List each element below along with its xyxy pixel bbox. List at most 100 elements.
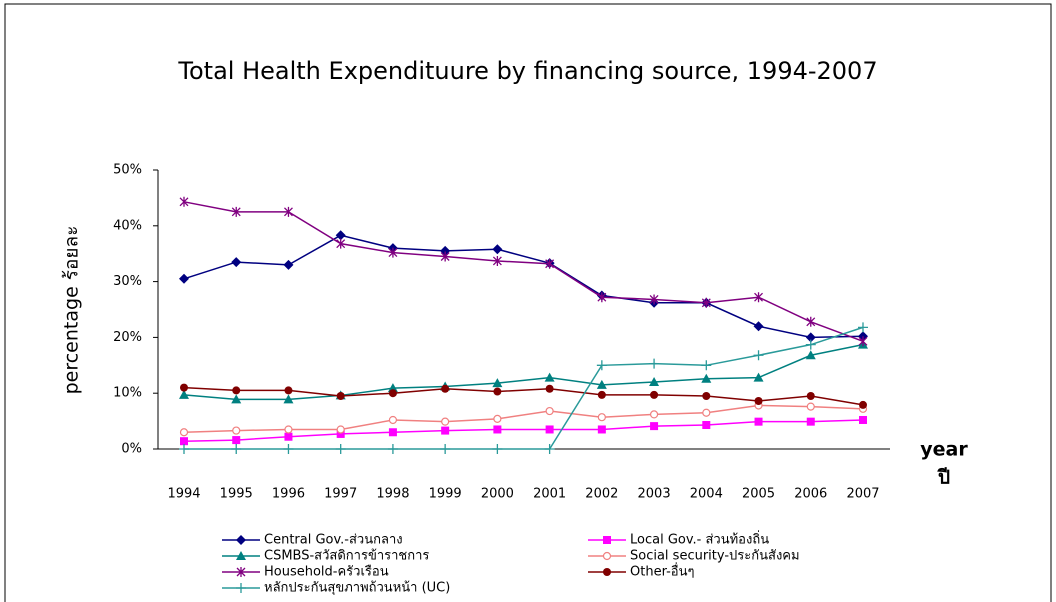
marker [702, 391, 711, 400]
marker [805, 332, 816, 343]
x-tick-label: 1998 [376, 487, 409, 502]
marker [859, 415, 867, 424]
y-tick-label: 0% [121, 442, 142, 457]
marker [597, 425, 606, 434]
marker [236, 583, 246, 593]
x-tick-label: 1996 [272, 487, 305, 502]
series-line [183, 234, 864, 339]
marker [545, 384, 554, 393]
marker [284, 386, 293, 395]
marker [754, 397, 763, 406]
marker [231, 394, 242, 404]
marker [806, 316, 816, 327]
marker [388, 428, 397, 437]
series-line [184, 326, 864, 450]
marker [859, 400, 867, 409]
legend-label: Social security-ประกันสังคม [630, 549, 800, 564]
y-tick-label: 50% [113, 163, 142, 178]
marker [597, 390, 606, 399]
marker [493, 414, 502, 423]
marker [179, 428, 189, 437]
x-axis-label: year [920, 439, 968, 461]
marker [335, 230, 346, 241]
y-tick-label: 10% [113, 386, 142, 401]
marker [701, 360, 712, 371]
marker [283, 444, 294, 454]
x-tick-label: 2004 [690, 487, 723, 502]
x-tick-label: 1999 [429, 487, 462, 502]
marker [596, 379, 607, 389]
marker [180, 437, 188, 446]
marker [388, 415, 398, 425]
marker [492, 444, 503, 454]
y-axis-label: percentage ร้อยละ [61, 226, 83, 395]
marker [753, 350, 764, 361]
marker [493, 387, 502, 396]
marker [232, 436, 241, 445]
y-tick-label: 30% [113, 274, 142, 289]
x-tick-label: 2007 [846, 487, 879, 502]
legend-label: หลักประกันสุขภาพถ้วนหน้า (UC) [264, 581, 450, 596]
series-line [183, 343, 864, 401]
marker [602, 551, 612, 561]
x-tick-label: 2006 [794, 487, 827, 502]
x-tick-label: 2003 [638, 487, 671, 502]
marker [388, 247, 398, 258]
marker [650, 390, 659, 399]
chart-frame [4, 3, 1052, 602]
marker [603, 536, 611, 544]
x-tick-label: 2000 [481, 487, 514, 502]
marker [702, 408, 711, 417]
marker [179, 389, 189, 399]
series-line [183, 386, 864, 406]
marker [179, 444, 189, 454]
marker [701, 297, 711, 308]
marker [236, 551, 246, 560]
marker [649, 294, 659, 305]
marker [336, 429, 345, 438]
marker [597, 292, 607, 303]
marker [283, 394, 294, 404]
marker [603, 568, 611, 576]
marker [649, 358, 660, 369]
x-tick-label: 1994 [167, 487, 200, 502]
marker [596, 360, 607, 371]
x-tick-label: 2005 [742, 487, 775, 502]
y-tick-label: 20% [113, 330, 142, 345]
x-tick-label: 1997 [324, 487, 357, 502]
legend-label: Central Gov.-ส่วนกลาง [264, 533, 403, 548]
marker [231, 206, 241, 217]
marker [545, 258, 555, 269]
marker [284, 425, 293, 434]
marker [650, 422, 659, 431]
marker [544, 372, 555, 382]
marker [858, 322, 868, 333]
x-tick-label: 1995 [220, 487, 253, 502]
marker [806, 391, 815, 400]
marker [441, 417, 450, 426]
y-tick-label: 40% [113, 218, 142, 233]
marker [492, 378, 503, 388]
marker [492, 244, 503, 255]
marker [284, 206, 293, 217]
marker [753, 321, 764, 332]
marker [493, 425, 502, 434]
marker [492, 255, 502, 266]
marker [387, 383, 398, 393]
marker [387, 444, 398, 454]
marker [649, 377, 660, 387]
marker [701, 373, 712, 383]
marker [232, 426, 241, 435]
marker [231, 257, 242, 268]
marker [545, 406, 554, 416]
marker [180, 383, 188, 392]
marker [649, 410, 659, 419]
marker [231, 444, 242, 454]
marker [545, 425, 554, 434]
marker [179, 196, 189, 207]
legend-label: Other-อื่นๆ [630, 563, 694, 580]
marker [336, 425, 345, 434]
marker [284, 432, 293, 441]
x-tick-label: 2001 [533, 487, 566, 502]
